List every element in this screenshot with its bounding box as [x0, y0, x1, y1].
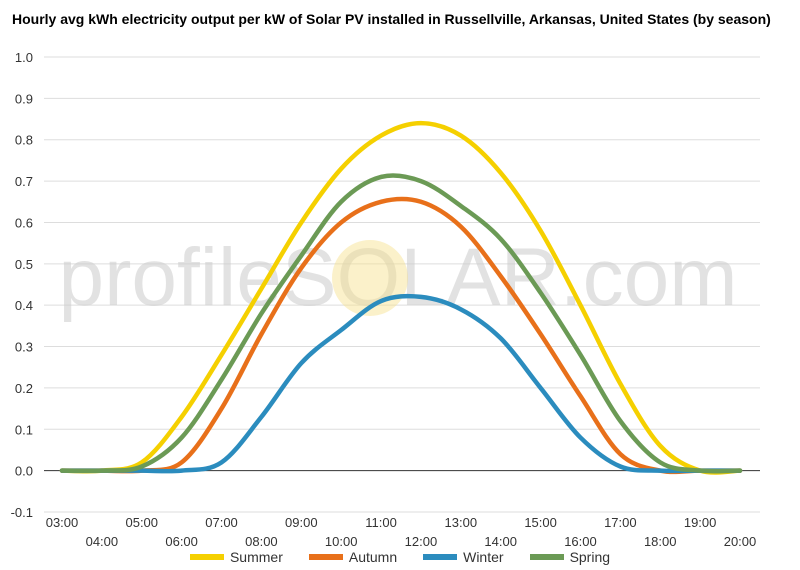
y-axis: 1.0 0.9 0.8 0.7 0.6 0.5 0.4 0.3 0.2 0.1 0.0 -0.1: [11, 50, 33, 520]
legend-item-autumn[interactable]: Autumn: [308, 549, 398, 565]
x-tick-label: 05:00: [125, 515, 158, 530]
legend-swatch: [308, 554, 343, 560]
legend-item-winter[interactable]: Winter: [423, 549, 504, 565]
y-tick-label: 0.5: [15, 257, 33, 272]
legend-item-spring[interactable]: Spring: [529, 549, 611, 565]
legend-label: Autumn: [348, 549, 398, 565]
x-tick-label: 14:00: [484, 534, 517, 549]
y-tick-label: 0.7: [15, 174, 33, 189]
y-tick-label: 0.9: [15, 91, 33, 106]
y-tick-label: 0.0: [15, 464, 33, 479]
x-tick-label: 20:00: [724, 534, 757, 549]
x-tick-label: 12:00: [405, 534, 438, 549]
y-tick-label: 0.3: [15, 340, 33, 355]
x-tick-label: 17:00: [604, 515, 637, 530]
x-tick-label: 18:00: [644, 534, 677, 549]
x-tick-label: 09:00: [285, 515, 318, 530]
legend-swatch: [423, 554, 458, 560]
series-line-spring: [59, 173, 743, 474]
x-tick-label: 10:00: [325, 534, 358, 549]
x-tick-label: 15:00: [524, 515, 557, 530]
y-tick-label: -0.1: [11, 505, 33, 520]
legend-swatch: [189, 554, 224, 560]
series-line-autumn: [59, 196, 743, 475]
x-tick-label: 06:00: [165, 534, 198, 549]
y-tick-label: 0.2: [15, 381, 33, 396]
x-tick-label: 11:00: [365, 515, 397, 530]
x-tick-label: 07:00: [205, 515, 238, 530]
y-tick-label: 0.8: [15, 133, 33, 148]
series-group: [59, 120, 743, 475]
legend-swatch: [529, 554, 564, 560]
y-tick-label: 0.6: [15, 215, 33, 230]
legend-item-summer[interactable]: Summer: [189, 549, 283, 565]
x-tick-label: 04:00: [86, 534, 119, 549]
legend-label: Winter: [463, 549, 504, 565]
x-tick-label: 19:00: [684, 515, 717, 530]
y-tick-label: 0.4: [15, 298, 33, 313]
legend-label: Summer: [229, 549, 283, 565]
watermark-sun-icon: [332, 240, 408, 316]
series-line-winter: [59, 293, 743, 474]
x-tick-label: 16:00: [564, 534, 597, 549]
y-tick-label: 0.1: [15, 422, 33, 437]
x-tick-label: 08:00: [245, 534, 278, 549]
legend-label: Spring: [569, 549, 611, 565]
x-tick-label: 03:00: [46, 515, 79, 530]
legend: Summer Autumn Winter Spring: [0, 549, 800, 565]
series-line-summer: [59, 120, 743, 475]
watermark: profileSOLAR.com: [58, 232, 737, 323]
y-tick-label: 1.0: [15, 50, 33, 65]
x-tick-label: 13:00: [445, 515, 478, 530]
x-axis: 03:00 04:00 05:00 06:00 07:00 08:00 09:00 10:00…: [46, 515, 757, 549]
chart-title: Hourly avg kWh electricity output per kW…: [12, 11, 771, 27]
